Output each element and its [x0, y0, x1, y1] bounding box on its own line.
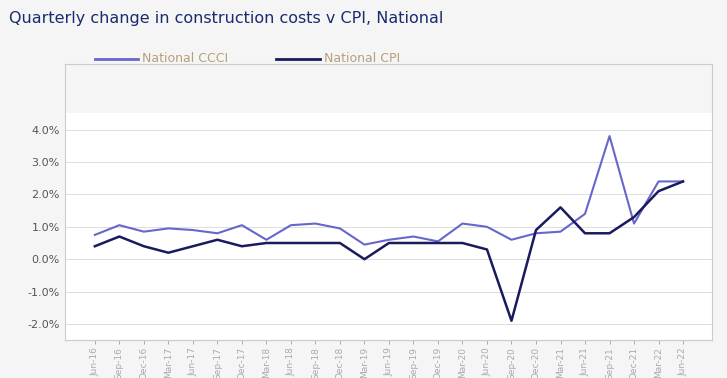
National CPI — [483, 247, 491, 252]
National CPI — [556, 205, 565, 210]
National CCCI — [483, 225, 491, 229]
National CPI — [238, 244, 246, 248]
National CPI — [286, 241, 295, 245]
National CCCI — [140, 229, 148, 234]
National CCCI — [556, 229, 565, 234]
National CPI — [409, 241, 418, 245]
National CPI — [630, 215, 638, 219]
National CPI — [507, 319, 516, 323]
National CCCI — [679, 179, 688, 184]
National CCCI — [581, 212, 590, 216]
National CPI — [654, 189, 663, 194]
Text: National CPI: National CPI — [324, 52, 400, 65]
National CPI — [213, 237, 222, 242]
National CCCI — [385, 237, 393, 242]
National CCCI — [164, 226, 173, 231]
National CCCI — [458, 221, 467, 226]
National CPI — [188, 244, 197, 248]
National CPI — [458, 241, 467, 245]
National CPI — [115, 234, 124, 239]
National CPI — [360, 257, 369, 262]
National CCCI — [531, 231, 540, 235]
Text: Quarterly change in construction costs v CPI, National: Quarterly change in construction costs v… — [9, 11, 443, 26]
National CPI — [164, 251, 173, 255]
Line: National CCCI: National CCCI — [95, 136, 683, 245]
National CCCI — [360, 242, 369, 247]
National CCCI — [311, 221, 320, 226]
National CCCI — [115, 223, 124, 228]
National CCCI — [90, 232, 99, 237]
National CPI — [385, 241, 393, 245]
National CPI — [336, 241, 345, 245]
National CPI — [90, 244, 99, 248]
National CCCI — [433, 239, 442, 244]
National CCCI — [654, 179, 663, 184]
National CPI — [605, 231, 614, 235]
National CPI — [679, 179, 688, 184]
Text: National CCCI: National CCCI — [142, 52, 228, 65]
National CCCI — [286, 223, 295, 228]
National CCCI — [238, 223, 246, 228]
National CPI — [581, 231, 590, 235]
National CPI — [311, 241, 320, 245]
Line: National CPI: National CPI — [95, 181, 683, 321]
National CCCI — [262, 237, 270, 242]
National CCCI — [605, 134, 614, 138]
National CPI — [433, 241, 442, 245]
National CPI — [531, 228, 540, 232]
National CPI — [262, 241, 270, 245]
National CPI — [140, 244, 148, 248]
National CCCI — [630, 221, 638, 226]
National CCCI — [336, 226, 345, 231]
National CCCI — [188, 228, 197, 232]
National CCCI — [213, 231, 222, 235]
National CCCI — [507, 237, 516, 242]
National CCCI — [409, 234, 418, 239]
